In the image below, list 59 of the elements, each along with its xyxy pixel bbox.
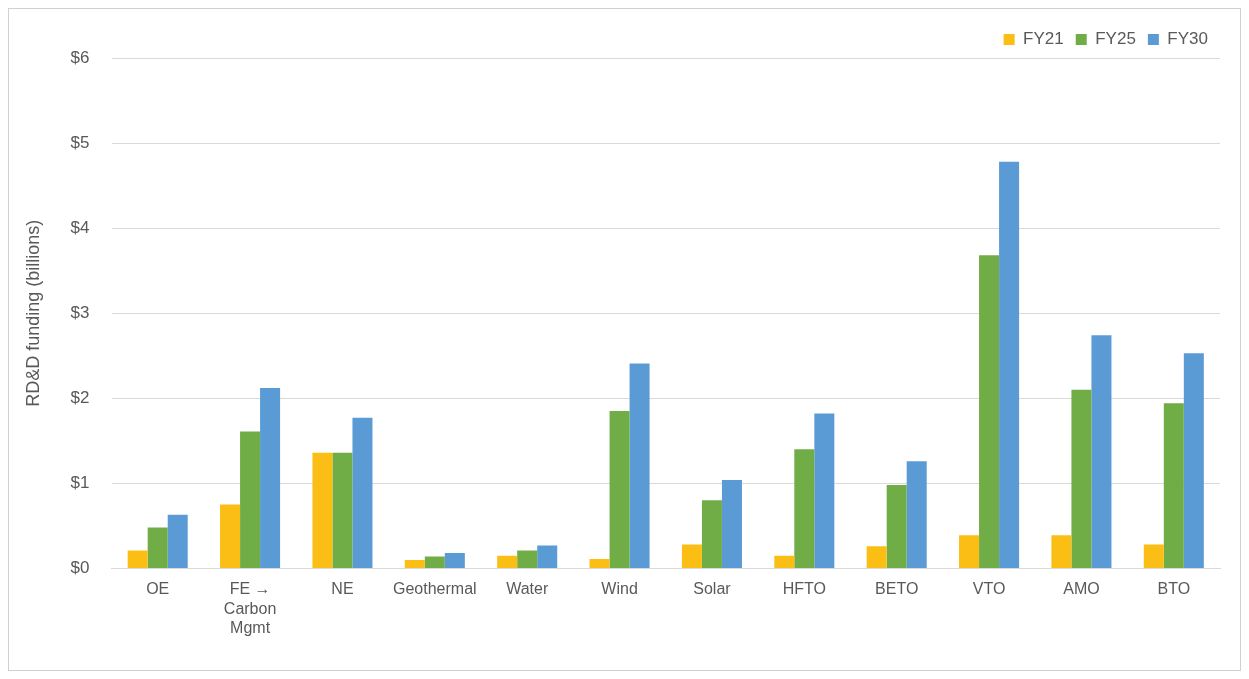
x-tick-label: Water (506, 580, 549, 598)
bar (240, 431, 261, 568)
y-tick-label: $4 (70, 217, 90, 237)
bar (959, 535, 980, 568)
y-tick-label: $3 (70, 302, 90, 322)
bar (794, 449, 815, 568)
bar (167, 514, 188, 568)
x-tick-label: HFTO (782, 580, 826, 598)
x-tick-label: BETO (875, 580, 919, 598)
bar (681, 544, 702, 568)
x-tick-label: BTO (1157, 580, 1191, 598)
bar (701, 500, 722, 568)
x-tick-label: AMO (1063, 580, 1100, 598)
bar (866, 546, 887, 568)
legend-label: FY21 (1023, 29, 1064, 49)
bar (1143, 544, 1164, 568)
y-tick-label: $1 (70, 473, 90, 493)
bar (906, 461, 927, 568)
bar (999, 161, 1020, 568)
bar (1071, 389, 1092, 568)
x-tick-label: Wind (601, 580, 638, 598)
legend-label: FY30 (1167, 29, 1209, 49)
bar (609, 411, 630, 568)
bar (147, 527, 168, 568)
bar (517, 550, 538, 568)
bar (979, 255, 1000, 568)
bar (1183, 353, 1204, 568)
bar (220, 504, 241, 568)
bar (1163, 403, 1184, 568)
bar (537, 545, 558, 568)
y-tick-label: $6 (70, 47, 90, 67)
x-tick-label: VTO (972, 580, 1006, 598)
x-tick-label: Solar (693, 580, 732, 598)
y-tick-label: $0 (70, 558, 90, 578)
bar (332, 452, 353, 568)
y-tick-label: $5 (70, 132, 90, 152)
bar (774, 555, 795, 568)
bar (352, 417, 373, 568)
bar (127, 550, 148, 568)
bar (497, 555, 518, 568)
x-tick-label: Geothermal (393, 580, 477, 598)
bar (629, 363, 650, 568)
bar (444, 553, 465, 568)
x-tick-label: FE → Carbon Mgmt (223, 580, 277, 636)
bar (886, 485, 907, 568)
x-tick-label: NE (331, 580, 354, 598)
y-tick-label: $2 (70, 387, 90, 407)
bar (260, 388, 281, 568)
legend-label: FY25 (1095, 29, 1136, 49)
bar (312, 452, 333, 568)
bar (814, 413, 835, 568)
x-tick-label: OE (146, 580, 170, 598)
y-axis-title: RD&D funding (billions) (22, 219, 43, 407)
bar (424, 556, 445, 568)
bar (1091, 335, 1112, 568)
bar (589, 559, 610, 568)
bar (404, 559, 425, 568)
bar (1051, 535, 1072, 568)
bar (721, 479, 742, 568)
